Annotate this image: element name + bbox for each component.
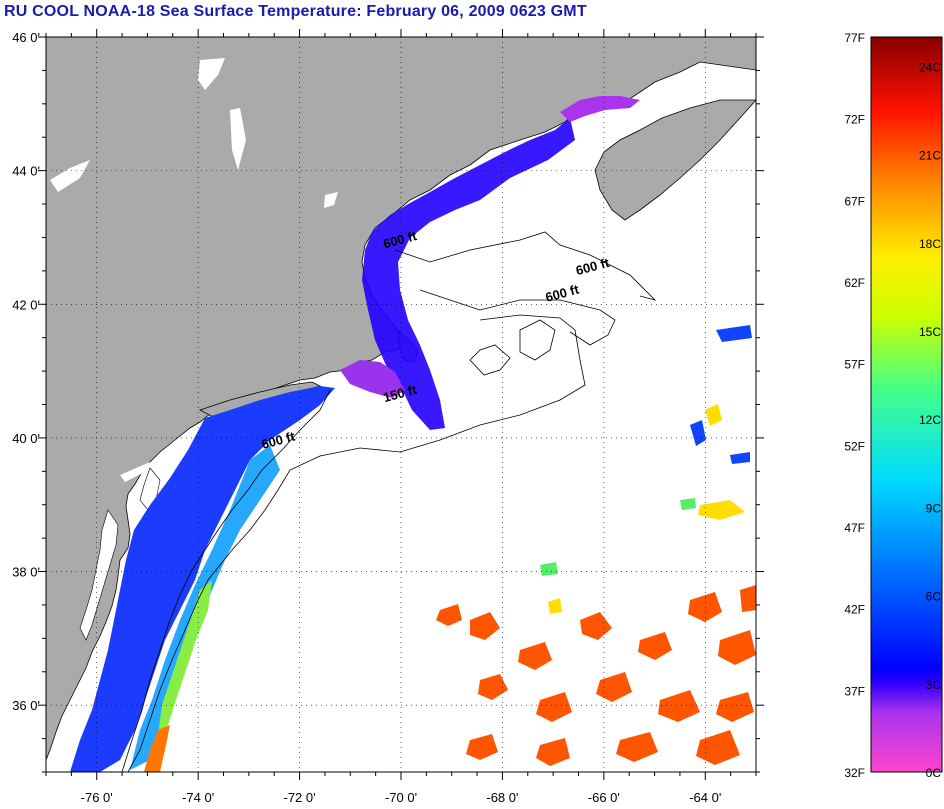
sst-hatteras-orange [144,725,170,772]
sst-offshore-blue-patches [690,325,752,464]
sst-offshore-warm-patches [436,585,756,766]
lon-tick-label: -68 0' [486,790,518,805]
lon-tick-label: -64 0' [689,790,721,805]
lat-tick-label: 46 0' [12,30,40,45]
map-axes: -76 0' -74 0' -72 0' -70 0' -68 0' -66 0' -64 … [12,29,764,805]
sst-offshore-green-patches [540,498,696,576]
colorbar-f-label: 37F [844,684,865,698]
land-mainland [46,37,756,761]
lat-tick-label: 42 0' [12,297,40,312]
colorbar-f-label: 62F [844,276,865,290]
lon-tick-label: -76 0' [81,790,113,805]
colorbar-c-label: 9C [926,501,942,515]
land-nova-scotia [594,99,756,221]
lat-tick-label: 44 0' [12,164,40,179]
sst-cape-purple [340,360,405,398]
colorbar-f-label: 57F [844,358,865,372]
colorbar-labels: 77F 72F 67F 62F 57F 52F 47F 42F 37F 32F 24C 21C 18C 1… [844,31,941,780]
lake-3 [50,160,90,192]
map-title: RU COOL NOAA-18 Sea Surface Temperature:… [4,3,587,20]
colorbar-c-label: 15C [919,325,941,339]
graticule [46,37,756,772]
colorbar-f-label: 47F [844,521,865,535]
lat-tick-label: 36 0' [12,698,40,713]
lat-tick-label: 38 0' [12,565,40,580]
sst-gulf-maine-cold [362,118,575,430]
sst-shelf-edge-green [158,580,212,735]
lake-5 [120,462,150,482]
lon-tick-label: -74 0' [182,790,214,805]
colorbar-f-label: 32F [844,766,865,780]
lon-tick-label: -66 0' [588,790,620,805]
lake-1 [198,58,225,90]
lake-4 [324,192,338,208]
lat-tick-label: 40 0' [12,431,40,446]
colorbar-f-label: 52F [844,439,865,453]
colorbar-f-label: 77F [844,31,865,45]
colorbar-c-label: 24C [919,60,941,74]
lake-2 [230,108,246,170]
colorbar-c-label: 18C [919,237,941,251]
lon-tick-label: -70 0' [385,790,417,805]
sst-offshore-yellow-patches [548,404,745,614]
water-chesapeake-bay [79,509,119,641]
colorbar-c-label: 6C [926,590,942,604]
colorbar-f-label: 67F [844,194,865,208]
colorbar-ramp [870,36,943,773]
colorbar-c-label: 12C [919,413,941,427]
colorbar-f-label: 72F [844,113,865,127]
bathymetry-contours [121,231,657,772]
colorbar-c-label: 0C [926,766,942,780]
sst-bay-of-fundy-purple [560,96,640,122]
sst-midatlantic-blue [70,386,335,772]
lon-tick-label: -72 0' [284,790,316,805]
colorbar-c-label: 21C [919,149,941,163]
colorbar-c-label: 3C [926,678,942,692]
colorbar-f-label: 42F [844,603,865,617]
